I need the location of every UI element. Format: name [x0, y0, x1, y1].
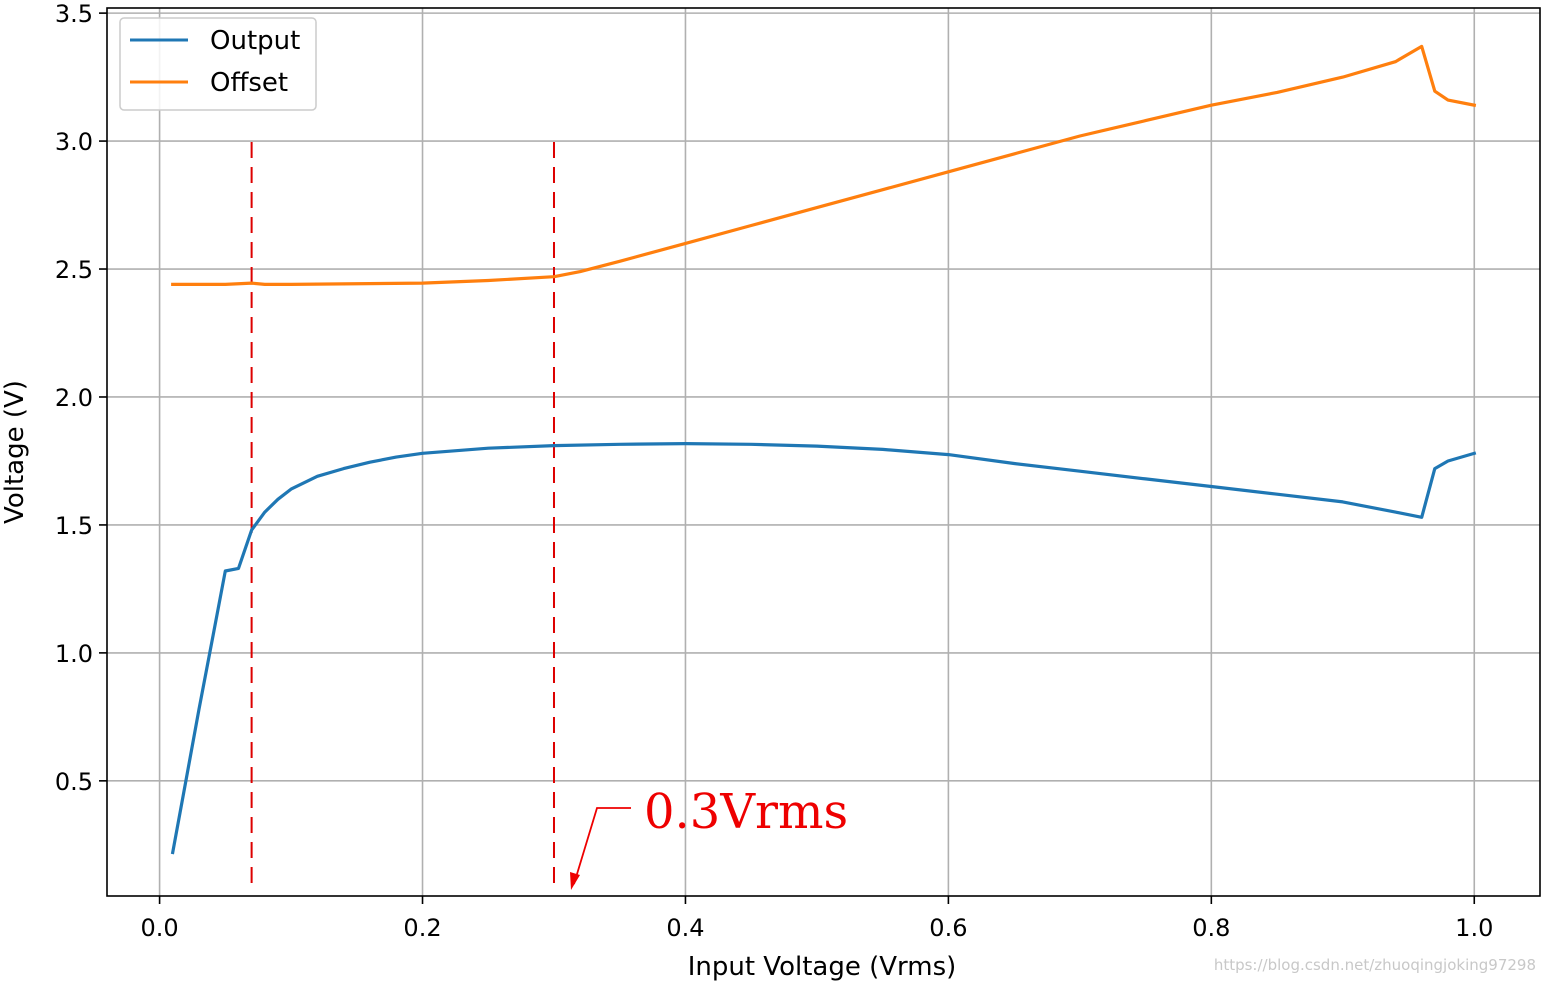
x-axis-label: Input Voltage (Vrms): [688, 952, 957, 982]
x-tick-label: 0.0: [141, 914, 179, 942]
series-line-output: [170, 442, 1477, 855]
x-tick-label: 0.4: [666, 914, 704, 942]
y-tick-label: 3.5: [55, 0, 93, 28]
annotation-arrowhead: [570, 872, 580, 890]
y-axis: 0.5 1.0 1.5 2.0 2.5 3.0 3.5: [55, 0, 107, 796]
x-tick-label: 0.6: [929, 914, 967, 942]
y-tick-label: 2.5: [55, 256, 93, 284]
y-tick-label: 2.0: [55, 384, 93, 412]
annotation-0-3vrms: 0.3Vrms: [570, 784, 848, 890]
x-axis: 0.0 0.2 0.4 0.6 0.8 1.0: [141, 896, 1493, 942]
series-line-offset: [171, 44, 1477, 286]
annotation-text: 0.3Vrms: [644, 784, 848, 840]
plot-frame: [106, 7, 1541, 897]
y-tick-label: 1.5: [55, 512, 93, 540]
series-lines: [170, 44, 1477, 855]
legend: Output Offset: [119, 17, 317, 111]
annotation-arrow: [573, 807, 631, 885]
grid: [107, 8, 1540, 896]
x-tick-label: 1.0: [1455, 914, 1493, 942]
legend-label-output: Output: [210, 26, 300, 56]
reference-lines: [250, 142, 555, 886]
x-tick-label: 0.8: [1192, 914, 1230, 942]
watermark: https://blog.csdn.net/zhuoqingjoking9729…: [1214, 956, 1536, 974]
legend-label-offset: Offset: [210, 68, 288, 98]
x-tick-label: 0.2: [403, 914, 441, 942]
y-tick-label: 3.0: [55, 128, 93, 156]
y-tick-label: 1.0: [55, 640, 93, 668]
y-axis-label: Voltage (V): [0, 380, 30, 524]
y-tick-label: 0.5: [55, 768, 93, 796]
